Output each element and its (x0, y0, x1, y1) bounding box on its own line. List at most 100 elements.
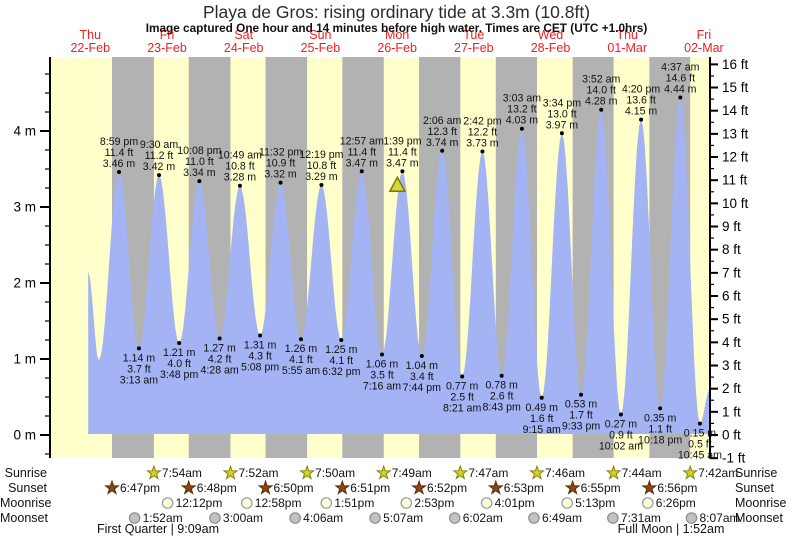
current-time-marker (388, 175, 407, 193)
sunset-row-label-left: Sunset (8, 481, 47, 495)
low-tide-label-line: 4.1 ft (330, 355, 354, 367)
right-axis-label: 13 ft (722, 126, 749, 141)
high-tide-label-line: 12.2 ft (468, 127, 498, 139)
low-tide-label-line: 1.27 m (203, 342, 236, 354)
day-label-name: Fri (160, 28, 175, 42)
moonset-time: 3:00am (223, 511, 263, 525)
right-axis-label: 3 ft (722, 358, 741, 373)
day-label-date: 23-Feb (147, 41, 187, 55)
moonrise-time: 12:12pm (176, 496, 223, 510)
low-tide-label: 0.78 m2.6 ft8:43 pm (483, 380, 521, 414)
high-tide-label-line: 4:20 pm (622, 84, 660, 96)
moonrise-icon (400, 497, 413, 509)
first-quarter-moon-note: First Quarter | 9:09am (96, 522, 220, 536)
sunset-icon (641, 479, 658, 495)
low-tide-label-line: 3:48 pm (160, 369, 198, 381)
day-label-date: 01-Mar (607, 41, 647, 55)
high-tide-label-line: 12:19 pm (299, 149, 343, 161)
low-tide-label-line: 4.0 ft (167, 358, 191, 370)
sunset-icon (564, 479, 581, 495)
low-tide-label-line: 2.6 ft (490, 391, 514, 403)
high-tide-label-line: 11.4 ft (388, 146, 417, 158)
tide-point-dot (440, 148, 445, 153)
sunrise-row-label-left: Sunrise (4, 466, 47, 480)
high-tide-label-line: 4.15 m (625, 106, 658, 118)
moonrise-time: 12:58pm (255, 496, 302, 510)
low-tide-label: 1.21 m4.0 ft3:48 pm (160, 347, 198, 381)
tide-point-dot (419, 353, 424, 358)
sunrise-time: 7:54am (162, 466, 202, 480)
tide-point-dot (136, 346, 141, 351)
high-tide-label-line: 3:03 am (503, 93, 541, 105)
low-tide-label-line: 0.78 m (485, 380, 518, 392)
moonrise-time: 5:13pm (575, 496, 615, 510)
moonset-icon (448, 512, 461, 524)
left-axis-label: 2 m (13, 276, 36, 291)
sunrise-time: 7:50am (315, 466, 355, 480)
sunset-time: 6:53pm (504, 481, 544, 495)
tide-point-dot (519, 126, 524, 131)
high-tide-label-line: 2:42 pm (463, 116, 501, 128)
sunrise-icon (222, 464, 239, 480)
day-label-date: 28-Feb (531, 41, 571, 55)
sunrise-icon (529, 464, 545, 480)
sunrise-icon (375, 464, 392, 480)
sunset-time: 6:56pm (657, 481, 697, 495)
high-tide-label-line: 10.8 ft (307, 160, 337, 172)
right-axis-label: 9 ft (722, 219, 741, 234)
low-tide-label: 0.77 m2.5 ft8:21 am (443, 380, 481, 414)
moonset-icon (685, 512, 698, 524)
high-tide-label-line: 11:32 pm (259, 147, 303, 159)
moonset-icon (128, 512, 141, 524)
high-tide-label-line: 13.6 ft (626, 95, 656, 107)
sunset-icon (104, 479, 120, 495)
tide-point-dot (117, 170, 122, 175)
high-tide-label-line: 11.4 ft (105, 147, 134, 159)
day-label-name: Thu (80, 28, 102, 42)
tide-point-dot (298, 337, 303, 342)
tide-point-dot (379, 352, 384, 357)
low-tide-label: 1.25 m4.1 ft6:32 pm (322, 344, 360, 378)
day-label-name: Tue (463, 28, 484, 42)
low-tide-label-line: 1.25 m (325, 344, 358, 356)
moonset-row-label-left: Moonset (0, 511, 48, 525)
sunset-time: 6:48pm (197, 481, 237, 495)
low-tide-label-line: 1.06 m (366, 358, 399, 370)
low-tide-label-line: 0.5 ft (688, 439, 712, 451)
low-tide-label-line: 2.5 ft (450, 391, 474, 403)
left-axis-label: 4 m (13, 124, 36, 139)
right-axis-label: 12 ft (722, 150, 749, 165)
sunset-icon (487, 479, 504, 495)
low-tide-label-line: 4.1 ft (289, 354, 313, 366)
tide-point-dot (539, 395, 544, 400)
moonset-time: 8:07am (700, 511, 740, 525)
day-label-date: 02-Mar (684, 41, 724, 55)
left-axis-label: 0 m (13, 428, 36, 443)
moonrise-row: 12:12pm 12:58pm 1:51pm 2:53pm 4:01pm 5:13pm 6:… (161, 496, 696, 510)
moonrise-row-label-left: Moonrise (0, 496, 52, 510)
tide-point-dot (278, 180, 283, 185)
right-axis-label: 7 ft (722, 265, 741, 280)
low-tide-label-line: 3.5 ft (370, 369, 394, 381)
day-label-name: Thu (616, 28, 638, 42)
high-tide-label-line: 1:39 pm (383, 135, 421, 147)
low-tide-label: 1.27 m4.2 ft4:28 am (200, 342, 238, 376)
moonset-time: 6:49am (542, 511, 582, 525)
right-axis-label: 5 ft (722, 312, 741, 327)
high-tide-label-line: 13.0 ft (547, 108, 577, 120)
low-tide-label-line: 0.35 m (644, 412, 677, 424)
sunrise-time: 7:47am (468, 466, 508, 480)
sunrise-row-label-right: Sunrise (735, 466, 778, 480)
tide-point-dot (258, 333, 263, 338)
sunrise-icon (452, 464, 469, 480)
high-tide-label-line: 4.03 m (506, 115, 539, 127)
